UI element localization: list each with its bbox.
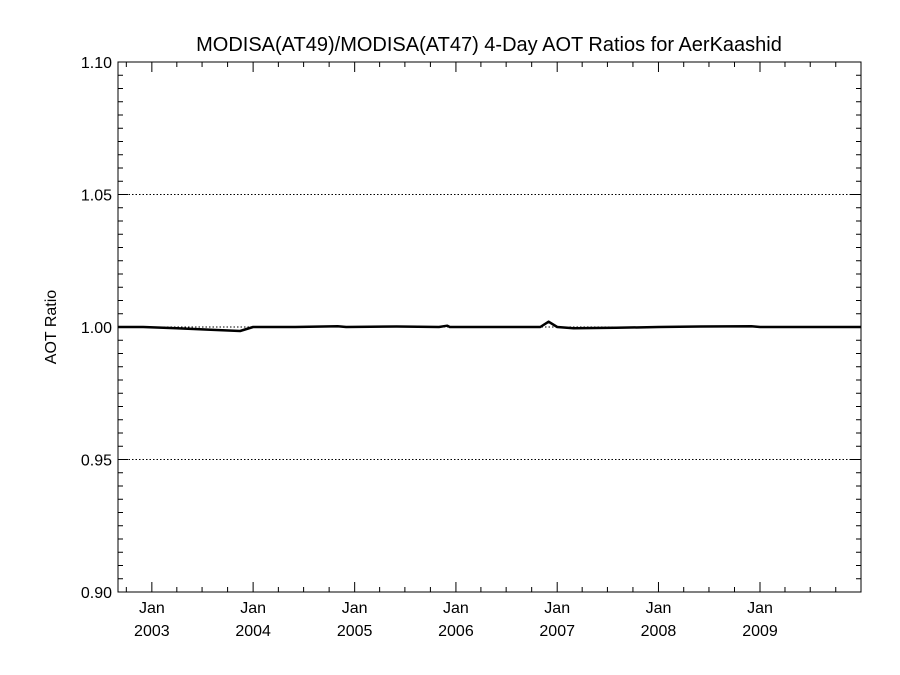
- y-tick-label: 0.90: [81, 585, 112, 602]
- x-tick-label-month: Jan: [646, 600, 672, 617]
- x-tick-label-year: 2009: [742, 623, 778, 640]
- x-tick-label-month: Jan: [240, 600, 266, 617]
- x-tick-label-year: 2005: [337, 623, 373, 640]
- x-tick-label-year: 2003: [134, 623, 170, 640]
- x-tick-label-month: Jan: [342, 600, 368, 617]
- series-line: [118, 320, 861, 333]
- tick-labels: 0.90 0.95 1.00 1.05 1.10 Jan 2003 Jan 2004 Jan 200…: [81, 55, 778, 640]
- x-tick-label-year: 2007: [539, 623, 575, 640]
- x-tick-label-year: 2008: [641, 623, 677, 640]
- x-tick-label-year: 2004: [235, 623, 271, 640]
- y-axis-label: AOT Ratio: [43, 290, 60, 365]
- y-tick-label: 0.95: [81, 453, 112, 470]
- y-tick-label: 1.10: [81, 55, 112, 72]
- chart-title: MODISA(AT49)/MODISA(AT47) 4-Day AOT Rati…: [196, 34, 782, 56]
- x-tick-label-month: Jan: [139, 600, 165, 617]
- y-tick-label: 1.00: [81, 320, 112, 337]
- data-series: [118, 320, 861, 333]
- plot-frame: [117, 61, 862, 593]
- x-tick-label-month: Jan: [443, 600, 469, 617]
- gridlines: [118, 61, 861, 460]
- y-tick-label: 1.05: [81, 188, 112, 205]
- x-tick-label-month: Jan: [747, 600, 773, 617]
- x-tick-label-year: 2006: [438, 623, 474, 640]
- x-tick-label-month: Jan: [544, 600, 570, 617]
